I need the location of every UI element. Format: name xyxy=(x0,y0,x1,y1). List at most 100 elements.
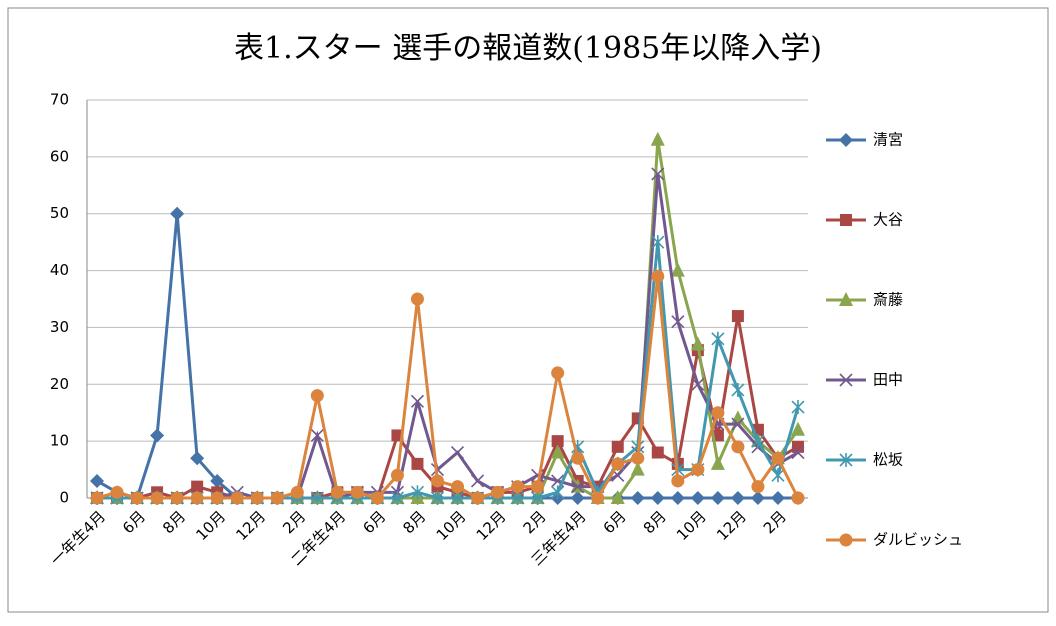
marker xyxy=(791,400,805,415)
marker xyxy=(450,491,465,505)
marker xyxy=(731,417,745,431)
marker xyxy=(310,491,324,505)
legend-marker xyxy=(839,373,853,387)
marker xyxy=(571,480,585,494)
marker xyxy=(650,131,665,146)
marker xyxy=(570,491,585,505)
marker xyxy=(791,491,805,505)
legend-label: 清宮 xyxy=(873,131,903,149)
marker xyxy=(230,491,244,505)
legend-label: 大谷 xyxy=(873,211,903,229)
marker xyxy=(310,389,324,403)
marker xyxy=(691,463,705,477)
legend-marker xyxy=(839,133,853,147)
marker xyxy=(90,473,105,488)
marker xyxy=(651,446,664,459)
marker xyxy=(190,451,205,466)
marker xyxy=(210,491,224,505)
marker xyxy=(691,377,705,391)
marker xyxy=(550,444,565,459)
y-tick-label: 40 xyxy=(50,261,69,279)
marker xyxy=(671,315,685,329)
marker xyxy=(751,434,765,449)
legend-label: 田中 xyxy=(873,371,903,389)
marker xyxy=(791,445,805,460)
marker xyxy=(631,451,645,465)
marker xyxy=(711,406,725,420)
chart-border xyxy=(7,7,1049,613)
marker xyxy=(110,485,124,499)
marker xyxy=(670,262,685,277)
y-tick-label: 0 xyxy=(59,489,69,507)
marker xyxy=(651,235,665,250)
marker xyxy=(471,491,485,505)
marker xyxy=(470,474,485,488)
marker xyxy=(731,310,744,323)
marker xyxy=(170,491,184,505)
marker xyxy=(290,485,304,499)
marker xyxy=(630,491,645,505)
marker xyxy=(791,440,804,453)
marker xyxy=(710,455,725,470)
marker xyxy=(610,490,625,504)
marker xyxy=(450,445,465,460)
marker xyxy=(651,269,665,283)
marker xyxy=(551,485,565,500)
marker xyxy=(511,491,525,505)
marker xyxy=(430,474,444,488)
marker xyxy=(611,457,625,471)
marker xyxy=(451,480,465,494)
marker xyxy=(531,491,545,505)
marker xyxy=(270,491,284,505)
marker xyxy=(410,485,425,500)
marker xyxy=(310,428,324,443)
marker xyxy=(630,461,645,476)
marker xyxy=(731,382,745,397)
marker xyxy=(690,491,705,505)
marker xyxy=(650,491,665,505)
marker xyxy=(170,206,185,221)
y-tick-label: 60 xyxy=(50,147,69,165)
marker xyxy=(750,491,765,505)
marker xyxy=(690,336,705,351)
marker xyxy=(790,421,805,436)
marker xyxy=(711,331,725,346)
chart-title: 表1.スター 選手の報道数(1985年以降入学) xyxy=(234,31,822,66)
legend-label: ダルビッシュ xyxy=(873,531,963,549)
marker xyxy=(571,451,585,465)
marker xyxy=(730,491,745,505)
y-tick-label: 50 xyxy=(50,204,69,222)
marker xyxy=(551,366,565,380)
y-tick-label: 30 xyxy=(50,318,69,336)
legend-marker xyxy=(839,453,853,467)
marker xyxy=(130,491,144,505)
marker xyxy=(191,480,204,493)
marker xyxy=(330,485,344,499)
marker xyxy=(430,491,445,505)
marker xyxy=(771,451,785,465)
marker xyxy=(150,428,165,443)
legend-label: 斎藤 xyxy=(873,291,903,309)
marker xyxy=(670,491,685,505)
legend-marker xyxy=(839,292,853,306)
marker xyxy=(611,440,624,453)
marker xyxy=(511,480,525,494)
marker xyxy=(710,491,725,505)
series xyxy=(90,269,805,505)
legend-label: 松坂 xyxy=(873,451,903,469)
marker xyxy=(411,457,424,470)
marker xyxy=(350,485,364,499)
y-tick-label: 20 xyxy=(50,375,69,393)
marker xyxy=(771,468,785,483)
marker xyxy=(210,473,225,488)
y-tick-label: 10 xyxy=(50,432,69,450)
legend-marker xyxy=(839,533,853,547)
marker xyxy=(150,491,164,505)
marker xyxy=(671,474,685,488)
marker xyxy=(390,468,404,482)
legend-marker xyxy=(840,214,852,226)
marker xyxy=(190,491,204,505)
marker xyxy=(90,491,104,505)
marker xyxy=(250,491,264,505)
